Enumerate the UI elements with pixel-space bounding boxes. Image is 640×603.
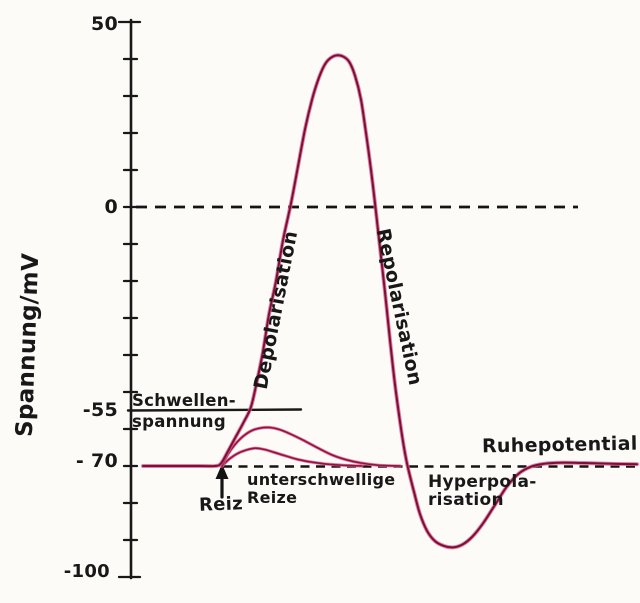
stimulus-label: Reiz [198,493,244,516]
y-tick-label-minus70: - 70 [75,450,118,472]
y-tick-label-50: 50 [90,13,118,35]
y-tick-label-minus55: -55 [82,399,118,421]
y-tick-label-0: 0 [104,196,118,218]
subthreshold-stimuli-label-line1: unterschwellige [247,470,396,489]
action-potential-curve [141,53,639,550]
subthreshold-curve-small [220,446,364,468]
resting-potential-label: Ruhepotential [481,432,638,458]
hyperpolarisation-label-line1: Hyperpola- [428,472,537,492]
y-tick-label-minus100: -100 [63,561,110,582]
threshold-voltage-label-line1: Schwellen- [132,391,236,410]
hyperpolarisation-label-line2: risation [428,490,504,510]
threshold-voltage-line [126,408,303,412]
threshold-voltage-label-line2: spannung [132,412,226,431]
y-axis-ticks [117,20,142,579]
subthreshold-stimuli-label-line2: Reize [247,488,298,507]
subthreshold-curve-large [220,425,402,468]
stimulus-arrow [215,464,229,499]
